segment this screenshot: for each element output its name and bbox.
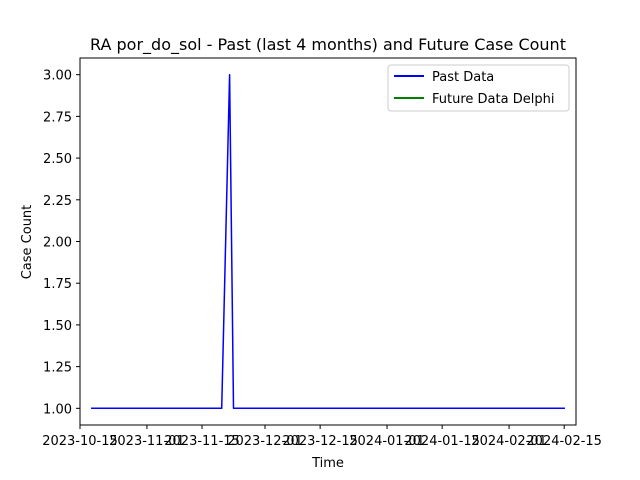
chart-title: RA por_do_sol - Past (last 4 months) and… <box>90 35 566 55</box>
y-tick-label: 1.75 <box>43 277 72 292</box>
y-tick-label: 1.25 <box>43 361 72 376</box>
y-tick-label: 2.25 <box>43 194 72 209</box>
y-tick-label: 1.50 <box>43 319 72 334</box>
legend-box <box>387 64 570 112</box>
y-tick-label: 1.00 <box>43 402 72 417</box>
y-tick-label: 3.00 <box>43 69 72 84</box>
x-axis-title: Time <box>311 456 344 471</box>
legend: Past Data Future Data Delphi <box>387 64 570 112</box>
x-tick-label: 2023-12-01 <box>227 434 303 449</box>
y-tick-label: 2.00 <box>43 236 72 251</box>
x-tick-label: 2023-12-15 <box>282 434 358 449</box>
legend-label-past-data: Past Data <box>432 70 494 85</box>
y-axis-title: Case Count <box>20 205 35 280</box>
axes: 2023-10-152023-11-012023-11-152023-12-01… <box>42 69 602 449</box>
x-tick-label: 2023-11-01 <box>109 434 185 449</box>
series-line-past-data <box>91 73 565 410</box>
x-tick-label: 2024-02-15 <box>526 434 602 449</box>
x-tick-label: 2024-02-01 <box>471 434 547 449</box>
legend-label-future-data-delphi: Future Data Delphi <box>432 92 554 107</box>
y-tick-label: 2.75 <box>43 110 72 125</box>
plot-area <box>91 73 565 410</box>
y-tick-label: 2.50 <box>43 152 72 167</box>
x-tick-label: 2024-01-01 <box>349 434 425 449</box>
x-tick-label: 2024-01-15 <box>404 434 480 449</box>
x-tick-label: 2023-10-15 <box>42 434 118 449</box>
x-tick-label: 2023-11-15 <box>164 434 240 449</box>
